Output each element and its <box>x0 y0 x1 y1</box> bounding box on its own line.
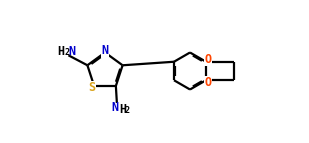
Text: S: S <box>89 82 96 95</box>
Text: 2: 2 <box>64 48 70 57</box>
Text: O: O <box>205 76 212 89</box>
Text: N: N <box>101 44 108 57</box>
Text: O: O <box>205 53 212 66</box>
Text: H: H <box>119 103 126 116</box>
Text: H: H <box>57 45 64 58</box>
Text: N: N <box>68 45 75 58</box>
Text: 2: 2 <box>125 106 130 115</box>
Text: N: N <box>111 102 118 114</box>
